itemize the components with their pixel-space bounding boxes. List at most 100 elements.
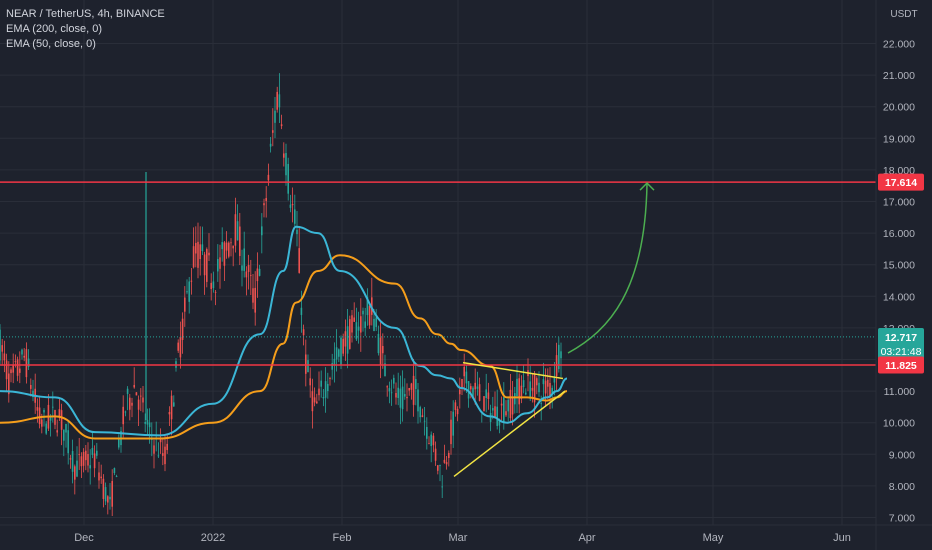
candle-body <box>406 396 408 399</box>
candle-body <box>287 163 289 194</box>
candle-body <box>76 460 78 477</box>
candle-body <box>419 407 421 418</box>
candle-body <box>109 496 111 500</box>
candle-body <box>533 373 536 403</box>
candle-body <box>553 377 556 383</box>
candle-body <box>360 316 362 333</box>
candle-body <box>41 419 43 427</box>
candle-body <box>219 257 221 269</box>
ema-50-legend[interactable]: EMA (50, close, 0) <box>6 38 96 50</box>
candle-body <box>452 411 454 436</box>
candle-body <box>14 361 17 363</box>
candle-body <box>16 359 19 376</box>
candle-body <box>373 318 375 331</box>
candle-body <box>87 454 89 466</box>
time-tick-label: Apr <box>578 532 595 544</box>
support-price-badge <box>878 356 924 374</box>
candle-body <box>67 430 69 454</box>
candle-body <box>74 466 76 480</box>
candle-body <box>1 345 3 352</box>
candle-body <box>525 392 527 395</box>
projection-arrow[interactable] <box>567 184 648 354</box>
candle-body <box>324 381 327 398</box>
candle-body <box>441 486 443 488</box>
candle-body <box>463 366 465 377</box>
candle-body <box>3 353 6 361</box>
candle-body <box>210 282 212 290</box>
candle-body <box>498 419 501 426</box>
candle-body <box>173 402 175 407</box>
candle-body <box>261 226 263 236</box>
ema-200-legend[interactable]: EMA (200, close, 0) <box>6 23 102 35</box>
candle-body <box>69 458 72 460</box>
current-price-badge <box>878 328 924 359</box>
time-tick-label: Jun <box>833 532 851 544</box>
candle-body <box>168 412 171 415</box>
price-tick-label: 7.000 <box>889 513 915 525</box>
price-axis[interactable]: 7.0008.0009.00010.00011.00012.00013.0001… <box>883 39 915 525</box>
candle-body <box>140 395 142 397</box>
candle-body <box>335 347 338 360</box>
candle-body <box>518 378 520 405</box>
time-tick-label: Mar <box>449 532 468 544</box>
candle-body <box>505 411 507 416</box>
candle-body <box>476 386 479 389</box>
candle-body <box>8 373 10 395</box>
candle-body <box>467 381 470 399</box>
candle-body <box>309 378 311 386</box>
candle-body <box>223 242 226 266</box>
candle-body <box>386 386 388 388</box>
candle-body <box>445 462 448 465</box>
candle-body <box>100 476 102 479</box>
candle-body <box>234 214 237 246</box>
candle-body <box>60 410 63 430</box>
candle-body <box>507 399 509 412</box>
candle-body <box>214 291 217 293</box>
candle-body <box>487 392 490 399</box>
candle-body <box>346 326 349 354</box>
candle-body <box>144 421 146 424</box>
candle-body <box>184 297 186 312</box>
candle-body <box>395 392 397 398</box>
candle-body <box>239 226 241 257</box>
candle-body <box>137 399 140 410</box>
candle-body <box>111 481 113 507</box>
price-tick-label: 9.000 <box>889 449 915 461</box>
candle-body <box>544 380 547 394</box>
projection-arrowhead <box>639 182 655 191</box>
candle-body <box>221 242 223 250</box>
candle-body <box>265 198 267 201</box>
candle-body <box>362 310 364 315</box>
price-tick-label: 21.000 <box>883 70 915 82</box>
candle-body <box>450 419 452 445</box>
symbol-title[interactable]: NEAR / TetherUS, 4h, BINANCE <box>6 8 165 20</box>
candle-body <box>27 358 30 367</box>
price-tick-label: 11.000 <box>884 386 915 398</box>
candle-body <box>432 435 435 446</box>
candle-body <box>307 360 309 373</box>
candle-body <box>338 349 340 357</box>
candle-body <box>516 378 518 397</box>
candle-body <box>547 379 549 387</box>
candle-body <box>397 387 399 398</box>
candle-body <box>289 204 292 208</box>
candle-body <box>80 456 83 467</box>
candle-body <box>164 446 166 465</box>
candle-body <box>122 406 124 425</box>
candle-body <box>63 429 65 441</box>
triangle-lower-trendline[interactable] <box>453 390 566 478</box>
candle-body <box>236 221 239 241</box>
candle-body <box>478 384 481 401</box>
time-tick-label: Feb <box>333 532 352 544</box>
candle-body <box>278 94 281 108</box>
candle-body <box>538 382 540 393</box>
candle-body <box>78 453 80 455</box>
candle-body <box>393 377 395 384</box>
triangle-upper-trendline[interactable] <box>462 361 564 380</box>
current-price-label: 12.717 <box>885 332 917 344</box>
candle-body <box>305 354 307 374</box>
price-tick-label: 8.000 <box>889 481 915 493</box>
